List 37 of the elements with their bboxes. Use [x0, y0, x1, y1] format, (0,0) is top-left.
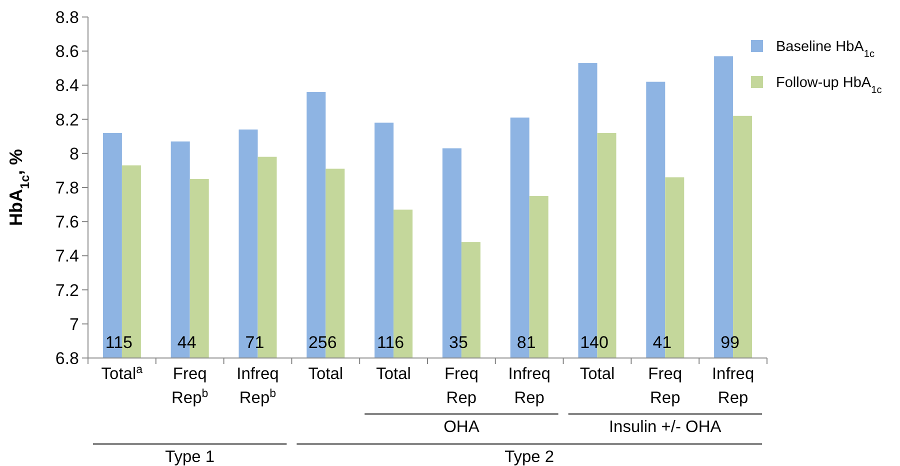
x-tick-label: Total	[376, 365, 411, 383]
y-tick-label: 7.6	[55, 212, 79, 232]
x-tick-label: Infreq Rep	[712, 365, 754, 407]
annotation: 115	[105, 333, 133, 352]
annotation: 99	[720, 333, 740, 352]
text: Type 1	[165, 448, 215, 466]
annotation: 116	[376, 333, 404, 352]
annotation: 71	[245, 333, 264, 352]
x-tick-label: Freq Rep	[648, 365, 682, 407]
x-tick-label: Freq Rep	[444, 365, 478, 407]
x-tick-label: Freq Rep$^{b}$	[172, 365, 208, 407]
y-tick-label: 7.2	[55, 280, 79, 300]
text: OHA	[444, 418, 480, 436]
annotation: 44	[177, 333, 196, 352]
legend-label: Baseline HbA$_{1c}$	[776, 39, 875, 60]
text: Type 2	[504, 448, 554, 466]
y-tick-label: 8.4	[55, 76, 79, 96]
legend-label: Follow-up HbA$_{1c}$	[776, 75, 882, 96]
y-tick-label: 8.8	[55, 8, 79, 27]
annotation: 81	[516, 333, 536, 352]
x-tick-label: Total	[580, 365, 615, 383]
annotation: 41	[652, 333, 672, 352]
x-tick-label: Total	[308, 365, 344, 383]
y-tick-label: 7.8	[55, 178, 79, 198]
text: Insulin +/- OHA	[608, 418, 722, 436]
x-tick-label: Infreq Rep$^{b}$	[236, 365, 279, 407]
annotation: 35	[448, 333, 468, 352]
annotation: 140	[580, 333, 608, 352]
y-tick-label: 8.6	[55, 42, 79, 62]
y-tick-label: 7	[70, 314, 79, 334]
y-tick-label: 8	[70, 144, 79, 164]
annotation: 256	[308, 333, 337, 352]
y-tick-label: 6.8	[55, 348, 79, 368]
x-tick-label: Total$^{a}$	[101, 364, 144, 383]
y-tick-label: 8.2	[55, 110, 79, 130]
x-tick-label: Infreq Rep	[508, 365, 550, 407]
y-tick-label: 7.4	[55, 246, 79, 266]
